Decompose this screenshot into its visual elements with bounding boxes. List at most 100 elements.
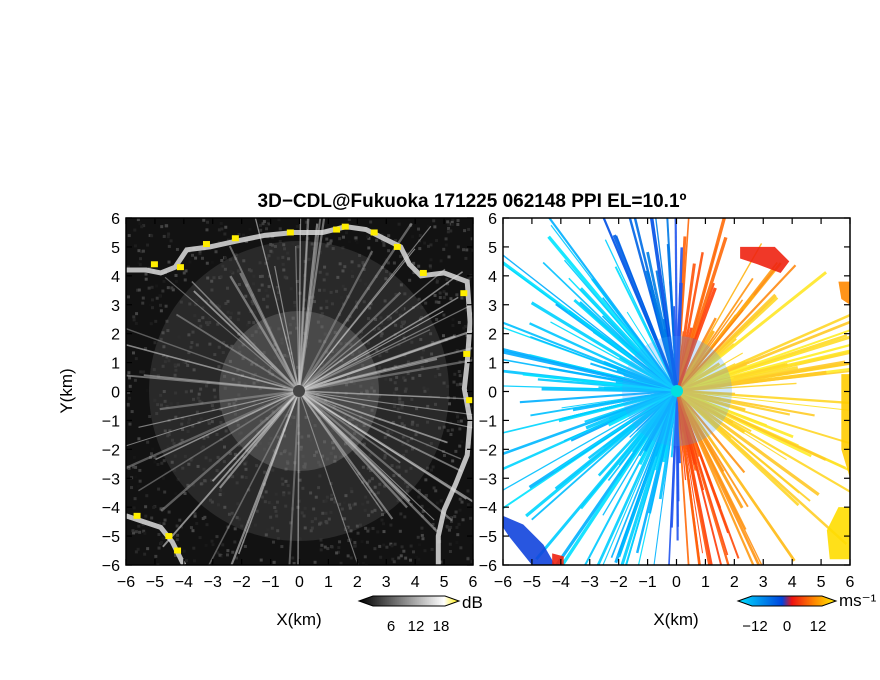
reflectivity-pixel (219, 420, 223, 424)
reflectivity-pixel (450, 220, 454, 224)
reflectivity-pixel (217, 305, 221, 309)
reflectivity-pixel (226, 299, 230, 303)
reflectivity-pixel (207, 421, 211, 425)
reflectivity-pixel (408, 558, 412, 562)
reflectivity-pixel (244, 419, 248, 423)
reflectivity-pixel (192, 397, 196, 401)
reflectivity-pixel (426, 466, 430, 470)
reflectivity-pixel (329, 481, 333, 485)
reflectivity-pixel (204, 456, 208, 460)
reflectivity-hotspot (463, 350, 471, 357)
reflectivity-pixel (278, 239, 282, 243)
y-tick-label: 5 (111, 240, 120, 257)
reflectivity-pixel (438, 291, 442, 295)
x-tick-label: −3 (581, 574, 599, 591)
reflectivity-pixel (434, 300, 438, 304)
reflectivity-pixel (393, 381, 397, 385)
reflectivity-pixel (411, 376, 415, 380)
reflectivity-pixel (282, 491, 286, 495)
reflectivity-pixel (287, 491, 291, 495)
reflectivity-pixel (251, 282, 255, 286)
reflectivity-pixel (392, 391, 396, 395)
reflectivity-pixel (320, 543, 324, 547)
reflectivity-pixel (358, 523, 362, 527)
reflectivity-pixel (341, 284, 345, 288)
reflectivity-pixel (375, 349, 379, 353)
reflectivity-pixel (435, 280, 439, 284)
reflectivity-pixel (446, 384, 450, 388)
reflectivity-pixel (426, 507, 430, 511)
reflectivity-pixel (432, 219, 436, 223)
reflectivity-pixel (223, 232, 227, 236)
reflectivity-pixel (354, 236, 358, 240)
reflectivity-pixel (366, 481, 370, 485)
reflectivity-pixel (288, 452, 292, 456)
reflectivity-pixel (403, 389, 407, 393)
reflectivity-pixel (418, 247, 422, 251)
reflectivity-pixel (329, 451, 333, 455)
reflectivity-pixel (216, 551, 220, 555)
reflectivity-pixel (222, 340, 226, 344)
reflectivity-pixel (147, 286, 151, 290)
reflectivity-pixel (271, 410, 275, 414)
reflectivity-pixel (189, 389, 193, 393)
reflectivity-pixel (150, 306, 154, 310)
reflectivity-pixel (470, 560, 473, 564)
reflectivity-pixel (279, 452, 283, 456)
reflectivity-beam (298, 357, 438, 393)
velocity-beam (675, 390, 796, 562)
reflectivity-pixel (208, 320, 212, 324)
reflectivity-pixel (133, 228, 137, 232)
reflectivity-pixel (426, 404, 430, 408)
reflectivity-pixel (133, 497, 137, 501)
reflectivity-pixel (385, 270, 389, 274)
reflectivity-pixel (316, 320, 320, 324)
reflectivity-pixel (462, 296, 466, 300)
reflectivity-pixel (361, 364, 365, 368)
reflectivity-pixel (286, 461, 290, 465)
reflectivity-pixel (167, 510, 171, 514)
reflectivity-pixel (267, 369, 271, 373)
reflectivity-pixel (203, 515, 207, 519)
y-tick-label: 2 (488, 327, 497, 344)
reflectivity-pixel (278, 227, 282, 231)
reflectivity-hotspot (231, 235, 239, 242)
reflectivity-colorbar-bar (357, 595, 461, 607)
reflectivity-pixel (228, 316, 232, 320)
reflectivity-pixel (158, 522, 162, 526)
reflectivity-pixel (465, 248, 469, 252)
reflectivity-pixel (332, 405, 336, 409)
velocity-beam (676, 390, 684, 433)
reflectivity-pixel (307, 434, 311, 438)
reflectivity-pixel (134, 357, 138, 361)
reflectivity-pixel (460, 500, 464, 504)
reflectivity-pixel (432, 486, 436, 490)
reflectivity-pixel (141, 301, 145, 305)
reflectivity-pixel (466, 489, 470, 493)
reflectivity-pixel (320, 325, 324, 329)
reflectivity-beam (160, 390, 300, 512)
reflectivity-pixel (406, 485, 410, 489)
reflectivity-pixel (329, 239, 333, 243)
reflectivity-pixel (204, 543, 208, 547)
reflectivity-pixel (224, 302, 228, 306)
reflectivity-pixel (318, 463, 322, 467)
reflectivity-pixel (286, 484, 290, 488)
reflectivity-pixel (353, 432, 357, 436)
reflectivity-pixel (410, 422, 414, 426)
reflectivity-pixel (174, 492, 178, 496)
reflectivity-pixel (144, 514, 148, 518)
reflectivity-pixel (462, 326, 466, 330)
reflectivity-pixel (367, 395, 371, 399)
reflectivity-pixel (244, 460, 248, 464)
reflectivity-hotspot (150, 261, 158, 268)
reflectivity-beam (298, 248, 416, 392)
reflectivity-pixel (385, 349, 389, 353)
reflectivity-pixel (446, 282, 450, 286)
reflectivity-pixel (141, 370, 145, 374)
velocity-beam (503, 390, 678, 491)
velocity-beam (503, 254, 678, 392)
reflectivity-pixel (277, 218, 281, 222)
reflectivity-pixel (340, 507, 344, 511)
velocity-beam (675, 263, 696, 392)
